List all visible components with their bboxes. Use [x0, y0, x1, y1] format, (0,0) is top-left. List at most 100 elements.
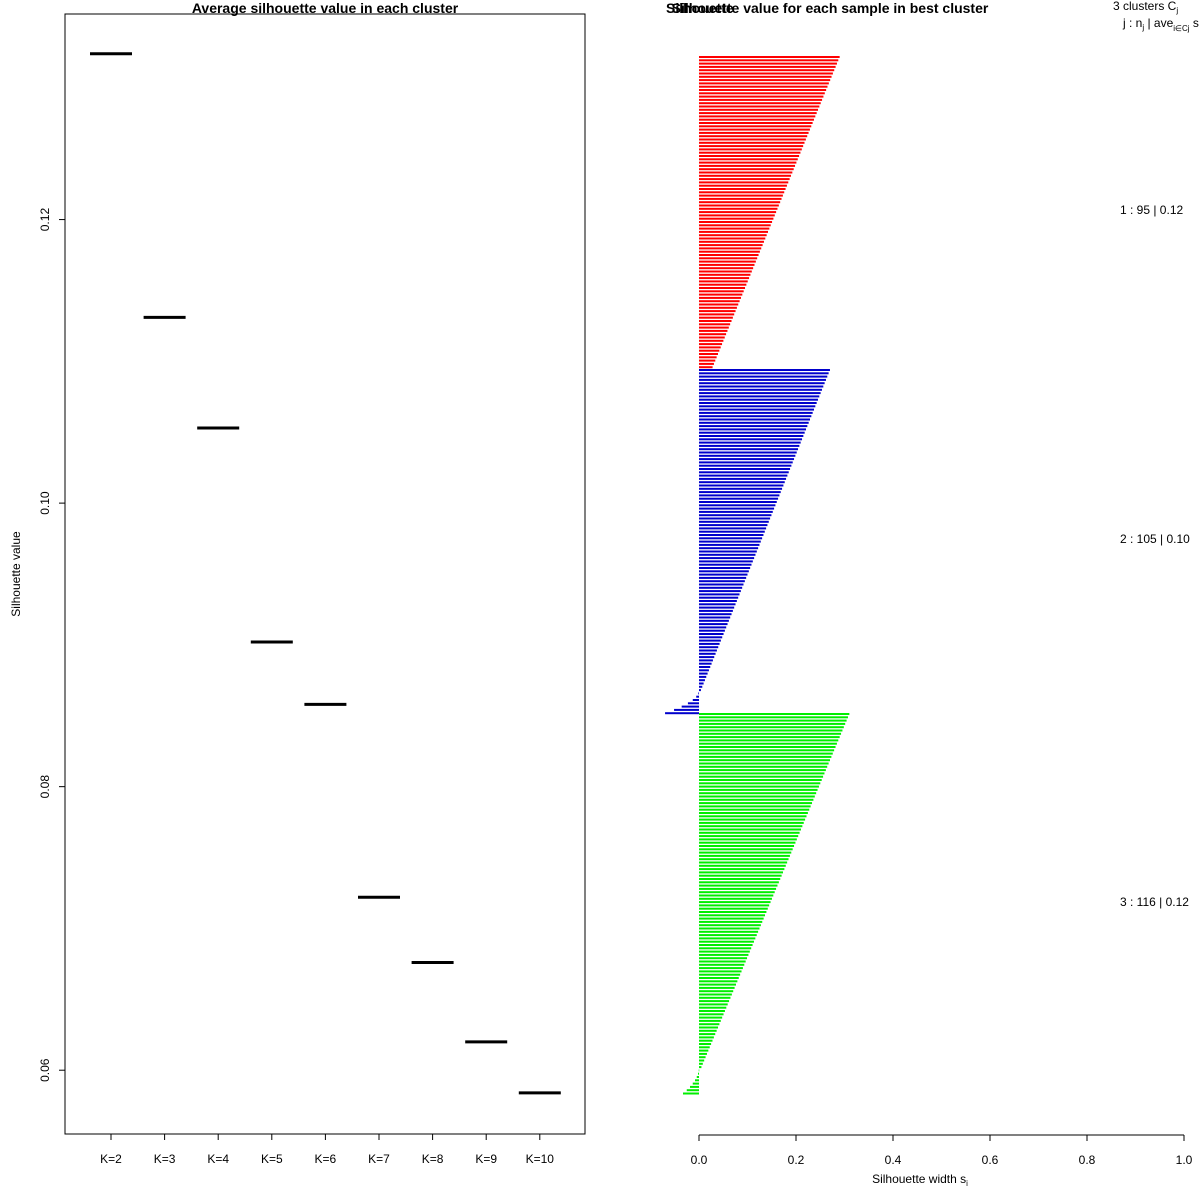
silhouette-bar [699, 372, 829, 375]
silhouette-bar [699, 131, 809, 134]
silhouette-bar [699, 940, 754, 943]
silhouette-bar [699, 874, 782, 877]
silhouette-bar [699, 353, 718, 355]
left-x-tick-label: K=2 [100, 1152, 122, 1166]
silhouette-bar [699, 141, 805, 144]
silhouette-bar [699, 349, 720, 352]
silhouette-bar [699, 1016, 723, 1019]
silhouette-bar [699, 320, 732, 322]
silhouette-bar [699, 798, 814, 801]
silhouette-bar [699, 181, 789, 184]
silhouette-bar [699, 444, 800, 447]
silhouette-bar [699, 504, 776, 507]
silhouette-bar [699, 501, 777, 503]
silhouette-bar [699, 388, 822, 391]
silhouette-bar [699, 474, 788, 477]
silhouette-bar [699, 221, 773, 223]
silhouette-bar [699, 115, 816, 118]
silhouette-bar [699, 1056, 706, 1059]
silhouette-bar [699, 812, 808, 814]
silhouette-bar [699, 59, 839, 62]
silhouette-bar [699, 557, 755, 560]
silhouette-bar [699, 339, 724, 342]
silhouette-bar [699, 802, 813, 805]
silhouette-bar [699, 782, 821, 785]
silhouette-bar [699, 682, 704, 685]
silhouette-bar [699, 378, 826, 381]
silhouette-bar [699, 623, 728, 626]
silhouette-bar [699, 254, 759, 256]
silhouette-bar [699, 359, 716, 362]
silhouette-bar [699, 986, 735, 989]
silhouette-bar [699, 260, 756, 263]
silhouette-bar [699, 1010, 725, 1012]
silhouette-bar [699, 118, 814, 121]
silhouette-bar [699, 122, 813, 124]
silhouette-bar [699, 125, 812, 128]
left-x-tick-label: K=4 [207, 1152, 229, 1166]
silhouette-bar [699, 749, 835, 752]
silhouette-bar [699, 283, 747, 286]
silhouette-bar [699, 287, 746, 289]
silhouette-bar [699, 174, 791, 177]
silhouette-bar [699, 580, 745, 583]
silhouette-bar [699, 808, 810, 811]
silhouette-bar [699, 227, 770, 230]
silhouette-bar [699, 207, 778, 210]
silhouette-bar [699, 1003, 728, 1006]
left-x-axis: K=2 K=3 K=4 K=5 K=6 K=7 K=8 K=9 K=10 [100, 1134, 554, 1166]
silhouette-bar [699, 398, 818, 401]
silhouette-bar [699, 491, 781, 494]
silhouette-bar [699, 194, 783, 197]
silhouette-bar [699, 421, 809, 424]
silhouette-bar [699, 636, 723, 639]
silhouette-bar [699, 560, 753, 563]
silhouette-bar [699, 586, 743, 589]
silhouette-bar [699, 1066, 702, 1069]
left-x-tick-label: K=3 [154, 1152, 176, 1166]
silhouette-bar [699, 184, 787, 187]
right-chart: Silhouette value for each sample in best… [665, 0, 1199, 1188]
silhouette-bar [699, 85, 828, 88]
silhouette-bar [699, 477, 787, 480]
silhouette-bar [699, 652, 716, 655]
silhouette-bar [699, 543, 760, 546]
silhouette-bar [699, 729, 843, 732]
silhouette-bar [699, 930, 759, 933]
silhouette-bar [699, 769, 826, 772]
silhouette-bar [699, 369, 830, 371]
silhouette-bar [699, 250, 760, 253]
silhouette-bar [699, 894, 774, 897]
silhouette-bar [699, 917, 764, 920]
silhouette-bar [699, 454, 796, 457]
silhouette-bar [699, 1043, 712, 1045]
silhouette-bar [686, 1089, 699, 1092]
silhouette-bar [699, 191, 785, 194]
silhouette-bar [699, 600, 737, 602]
silhouette-bar [699, 244, 763, 247]
silhouette-bar [699, 1006, 727, 1009]
silhouette-bar [699, 746, 836, 748]
left-x-tick-label: K=5 [261, 1152, 283, 1166]
silhouette-bar [699, 831, 800, 834]
silhouette-bar [699, 336, 725, 339]
silhouette-bar [699, 79, 831, 82]
silhouette-bar [699, 151, 801, 154]
silhouette-bar [699, 484, 784, 487]
silhouette-bar [699, 944, 753, 946]
silhouette-bar [699, 924, 761, 927]
silhouette-bar [699, 927, 760, 930]
silhouette-bar [699, 950, 750, 953]
silhouette-bar [699, 135, 808, 138]
right-x-tick-label: 0.0 [691, 1153, 708, 1167]
right-x-axis-label: Silhouette width si [872, 1172, 968, 1188]
silhouette-bar [699, 171, 793, 174]
silhouette-bar [699, 626, 727, 629]
silhouette-bar [699, 845, 795, 847]
silhouette-bar [699, 689, 701, 692]
silhouette-bar [699, 891, 775, 894]
cluster-2-bars [665, 369, 830, 715]
silhouette-bar [699, 716, 848, 719]
silhouette-bar [699, 1013, 724, 1016]
